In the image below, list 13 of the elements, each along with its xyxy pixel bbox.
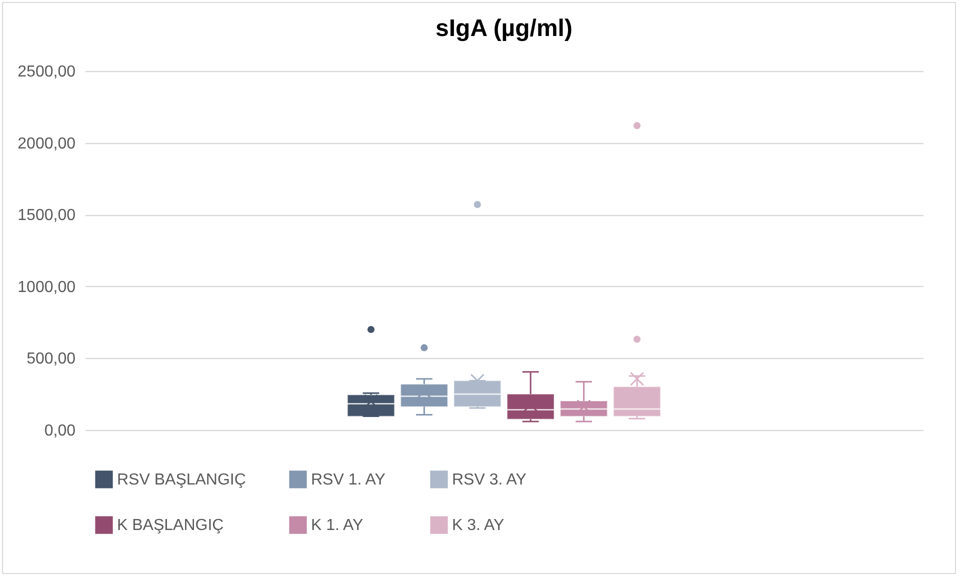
legend-label: K 3. AY [452, 517, 505, 534]
chart-title: sIgA (µg/ml) [436, 15, 572, 42]
legend-label: RSV 3. AY [452, 471, 527, 488]
y-tick-label: 2000,00 [18, 135, 76, 152]
y-tick-label: 1000,00 [18, 278, 76, 296]
y-tick-label: 1500,00 [18, 207, 76, 224]
legend-label: K 1. AY [311, 517, 364, 534]
y-tick-label: 0,00 [44, 422, 76, 440]
legend-label: RSV BAŞLANGIÇ [117, 471, 246, 488]
legend-label: K BAŞLANGIÇ [117, 517, 224, 534]
y-tick-label: 500,00 [26, 350, 76, 368]
y-tick-label: 2500,00 [18, 64, 76, 80]
legend-label: RSV 1. AY [311, 471, 386, 488]
